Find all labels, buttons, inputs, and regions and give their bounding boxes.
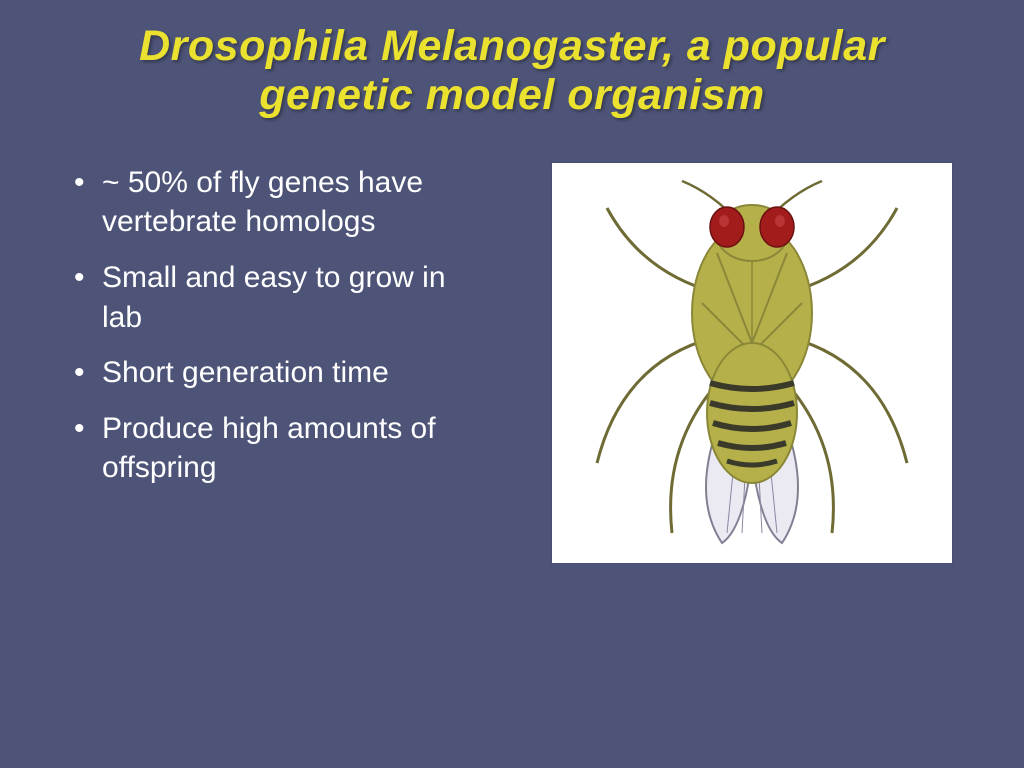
fly-abdomen-icon (707, 343, 797, 483)
figure-area (490, 163, 974, 563)
bullet-list: ~ 50% of fly genes have vertebrate homol… (50, 163, 490, 563)
bullet-item: Produce high amounts of offspring (74, 409, 490, 488)
slide-content: ~ 50% of fly genes have vertebrate homol… (0, 121, 1024, 563)
slide-title: Drosophila Melanogaster, a popular genet… (0, 0, 1024, 121)
bullet-item: ~ 50% of fly genes have vertebrate homol… (74, 163, 490, 242)
bullet-item: Short generation time (74, 353, 490, 393)
bullet-item: Small and easy to grow in lab (74, 258, 490, 337)
fruit-fly-illustration (552, 163, 952, 563)
